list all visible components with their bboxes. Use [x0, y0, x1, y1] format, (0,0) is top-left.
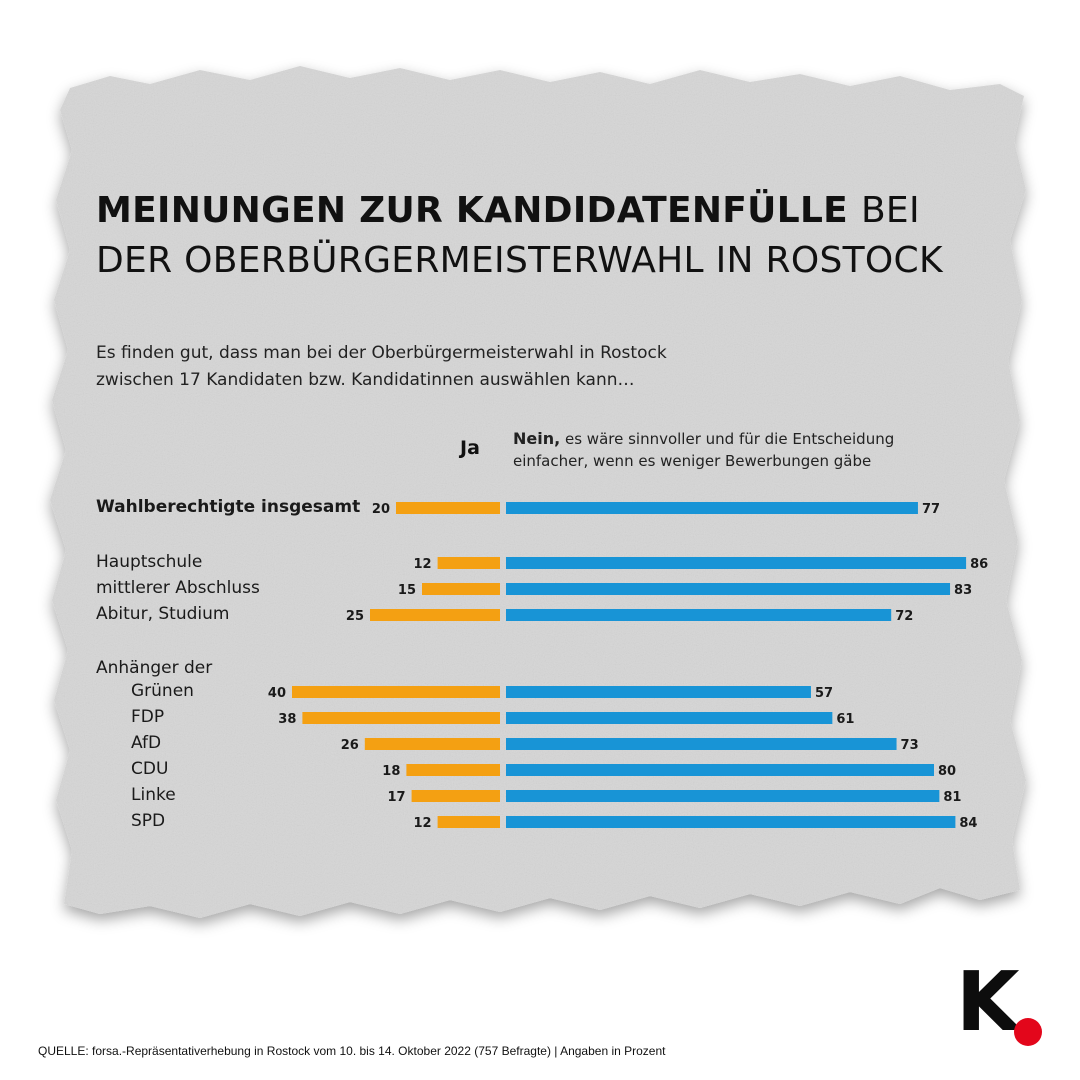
bar-ja [364, 738, 500, 750]
bar-nein [506, 712, 833, 724]
bar-nein [506, 738, 897, 750]
category-label: FDP [131, 707, 165, 727]
value-label-nein: 72 [895, 609, 913, 624]
bar-ja [437, 816, 500, 828]
value-label-ja: 15 [398, 583, 416, 598]
bar-nein [506, 816, 956, 828]
category-label: Hauptschule [96, 552, 203, 572]
value-label-nein: 84 [959, 816, 977, 831]
bar-nein [506, 502, 918, 514]
legend-nein-text-2: einfacher, wenn es weniger Bewerbungen g… [513, 452, 872, 470]
title-light-1: BEI [860, 190, 920, 231]
value-label-ja: 40 [268, 686, 286, 701]
chart-subtitle: Es finden gut, dass man bei der Oberbürg… [96, 340, 856, 394]
category-label: SPD [131, 811, 166, 831]
value-label-ja: 20 [372, 502, 390, 517]
category-label: AfD [131, 733, 162, 753]
value-label-nein: 73 [901, 738, 919, 753]
value-label-nein: 61 [836, 712, 854, 727]
value-label-nein: 57 [815, 686, 833, 701]
source-note: QUELLE: forsa.-Repräsentativerhebung in … [38, 1044, 666, 1058]
bar-nein [506, 686, 811, 698]
bar-ja [406, 764, 500, 776]
category-label: Abitur, Studium [96, 604, 230, 624]
legend-nein-text-1: es wäre sinnvoller und für die Entscheid… [564, 430, 895, 448]
bar-ja [437, 557, 500, 569]
category-label: Grünen [131, 681, 194, 701]
value-label-ja: 26 [341, 738, 359, 753]
legend-nein-bold: Nein, [513, 429, 561, 448]
subtitle-line-1: Es finden gut, dass man bei der Oberbürg… [96, 343, 667, 363]
title-bold: MEINUNGEN ZUR KANDIDATENFÜLLE [96, 190, 849, 231]
subtitle-line-2: zwischen 17 Kandidaten bzw. Kandidatinne… [96, 370, 635, 390]
bar-nein [506, 557, 967, 569]
category-label: CDU [131, 759, 169, 779]
bar-ja [422, 583, 500, 595]
category-label: Linke [131, 785, 176, 805]
category-label: mittlerer Abschluss [96, 578, 260, 598]
bar-ja [302, 712, 500, 724]
logo-dot-icon [1014, 1018, 1042, 1046]
value-label-nein: 83 [954, 583, 972, 598]
value-label-ja: 25 [346, 609, 364, 624]
bar-ja [292, 686, 500, 698]
group-label-anhaenger: Anhänger der [96, 658, 213, 678]
value-label-ja: 17 [388, 790, 406, 805]
category-label: Wahlberechtigte insgesamt [96, 497, 361, 517]
bar-nein [506, 583, 951, 595]
title-light-2: DER OBERBÜRGERMEISTERWAHL IN ROSTOCK [96, 240, 943, 281]
value-label-nein: 81 [943, 790, 961, 805]
chart-title: MEINUNGEN ZUR KANDIDATENFÜLLE BEI DER OB… [96, 186, 996, 286]
value-label-nein: 86 [970, 557, 988, 572]
logo-letter: K [956, 955, 1020, 1050]
value-label-ja: 12 [414, 816, 432, 831]
value-label-ja: 12 [414, 557, 432, 572]
value-label-nein: 80 [938, 764, 956, 779]
value-label-nein: 77 [922, 502, 940, 517]
bar-nein [506, 609, 892, 621]
value-label-ja: 18 [382, 764, 400, 779]
brand-logo: K [956, 958, 1046, 1048]
bar-ja [411, 790, 500, 802]
bar-ja [396, 502, 500, 514]
bar-nein [506, 790, 940, 802]
bar-ja [370, 609, 500, 621]
legend-nein: Nein, es wäre sinnvoller und für die Ent… [513, 428, 973, 472]
bar-nein [506, 764, 934, 776]
value-label-ja: 38 [278, 712, 296, 727]
legend-ja: Ja [460, 437, 480, 459]
